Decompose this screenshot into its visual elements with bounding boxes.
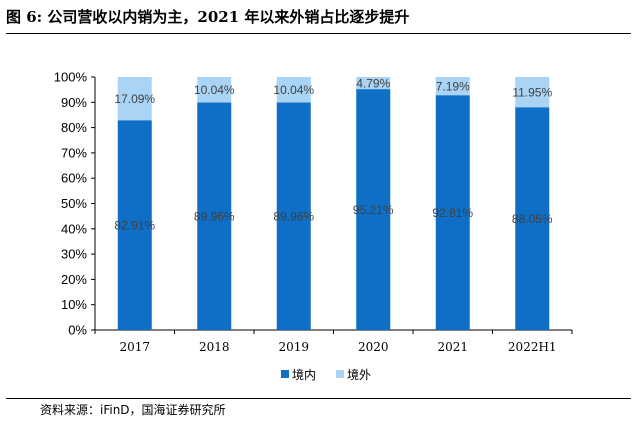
data-label: 11.95% (512, 86, 552, 100)
data-labels: 82.91% 17.09% 89.96% 10.04% 89.96% 10.04% 95.2… (114, 77, 553, 233)
y-tick-label: 80% (61, 120, 87, 135)
x-tick-label: 2022H1 (508, 340, 557, 354)
title-divider (6, 33, 631, 34)
legend-label: 境外 (347, 367, 371, 382)
y-tick-label: 40% (61, 221, 87, 236)
stacked-bar-chart: 0%10%20%30%40%50%60%70%80%90%100% 2017 20… (54, 70, 573, 382)
data-label: 4.79% (356, 77, 390, 91)
data-label: 92.81% (432, 206, 473, 220)
bar-domestic (356, 89, 391, 330)
legend-swatch-domestic (281, 370, 289, 378)
bar-overseas (515, 77, 550, 108)
x-tick-label: 2019 (278, 340, 309, 354)
bar-overseas (356, 77, 391, 90)
bar-overseas (435, 77, 470, 96)
y-tick-label: 0% (68, 323, 87, 338)
y-tick-label: 20% (61, 272, 87, 287)
bar-overseas (197, 77, 232, 103)
data-label: 10.04% (194, 83, 235, 97)
x-tick-label: 2020 (358, 340, 389, 354)
bar-domestic (276, 102, 311, 330)
bar-domestic (515, 107, 550, 331)
x-tick-label: 2018 (199, 340, 230, 354)
y-tick-label: 10% (61, 297, 87, 312)
bars (117, 77, 550, 331)
source-note: 资料来源：iFinD，国海证券研究所 (40, 403, 226, 417)
legend-label: 境内 (292, 367, 316, 382)
bar-overseas (276, 77, 311, 103)
data-label: 7.19% (436, 80, 470, 94)
data-label: 89.96% (194, 210, 235, 224)
bar-domestic (197, 102, 232, 330)
source-divider (6, 398, 631, 399)
x-tick-label: 2021 (437, 340, 468, 354)
y-tick-label: 50% (61, 196, 87, 211)
y-tick-label: 70% (61, 145, 87, 160)
y-tick-label: 100% (54, 70, 88, 85)
x-axis: 2017 2018 2019 2020 2021 2022H1 (94, 329, 573, 354)
data-label: 89.96% (273, 210, 314, 224)
bar-domestic (435, 95, 470, 330)
data-label: 95.21% (353, 203, 394, 217)
y-tick-label: 30% (61, 247, 87, 262)
figure-title: 图 6: 公司营收以内销为主，2021 年以来外销占比逐步提升 (6, 8, 410, 26)
y-tick-label: 90% (61, 95, 87, 110)
legend-swatch-overseas (336, 370, 344, 378)
data-label: 10.04% (273, 83, 314, 97)
legend: 境内 境外 (281, 367, 371, 382)
y-axis: 0% 10% 20% 30% 40% 50% 60% 70% 80% 90% 100% (54, 70, 96, 338)
y-tick-label: 60% (61, 171, 87, 186)
data-label: 88.05% (512, 212, 553, 226)
bar-domestic (117, 120, 152, 330)
x-tick-label: 2017 (119, 340, 150, 354)
data-label: 82.91% (114, 219, 155, 233)
bar-overseas (117, 77, 152, 121)
data-label: 17.09% (114, 92, 155, 106)
